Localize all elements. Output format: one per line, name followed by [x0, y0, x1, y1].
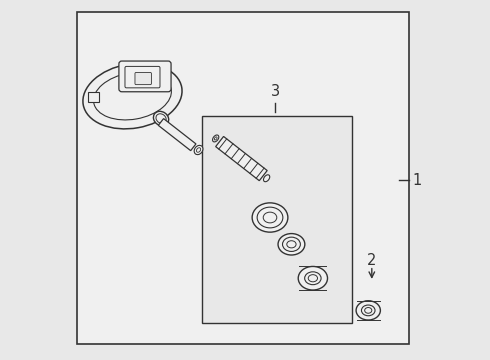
- Ellipse shape: [263, 212, 277, 223]
- FancyBboxPatch shape: [135, 72, 151, 85]
- Ellipse shape: [365, 307, 372, 313]
- Text: 3: 3: [271, 84, 280, 99]
- Ellipse shape: [287, 241, 296, 248]
- Ellipse shape: [83, 63, 182, 129]
- Ellipse shape: [213, 135, 219, 142]
- Polygon shape: [158, 118, 196, 150]
- Text: 1: 1: [413, 172, 422, 188]
- Ellipse shape: [362, 305, 375, 316]
- Ellipse shape: [257, 207, 283, 228]
- Ellipse shape: [283, 237, 300, 251]
- Ellipse shape: [298, 266, 327, 290]
- Ellipse shape: [196, 148, 200, 152]
- Text: 2: 2: [367, 253, 376, 268]
- Ellipse shape: [156, 114, 166, 123]
- Ellipse shape: [94, 72, 172, 120]
- Ellipse shape: [252, 203, 288, 232]
- Ellipse shape: [305, 272, 321, 285]
- Polygon shape: [216, 136, 267, 181]
- Ellipse shape: [278, 234, 305, 255]
- FancyBboxPatch shape: [125, 66, 160, 88]
- Bar: [88, 92, 99, 102]
- Ellipse shape: [264, 175, 270, 182]
- FancyBboxPatch shape: [119, 61, 171, 92]
- Ellipse shape: [356, 301, 380, 320]
- Ellipse shape: [308, 275, 318, 282]
- Bar: [202, 116, 352, 323]
- Ellipse shape: [194, 145, 203, 154]
- Ellipse shape: [214, 137, 217, 140]
- Ellipse shape: [153, 111, 169, 126]
